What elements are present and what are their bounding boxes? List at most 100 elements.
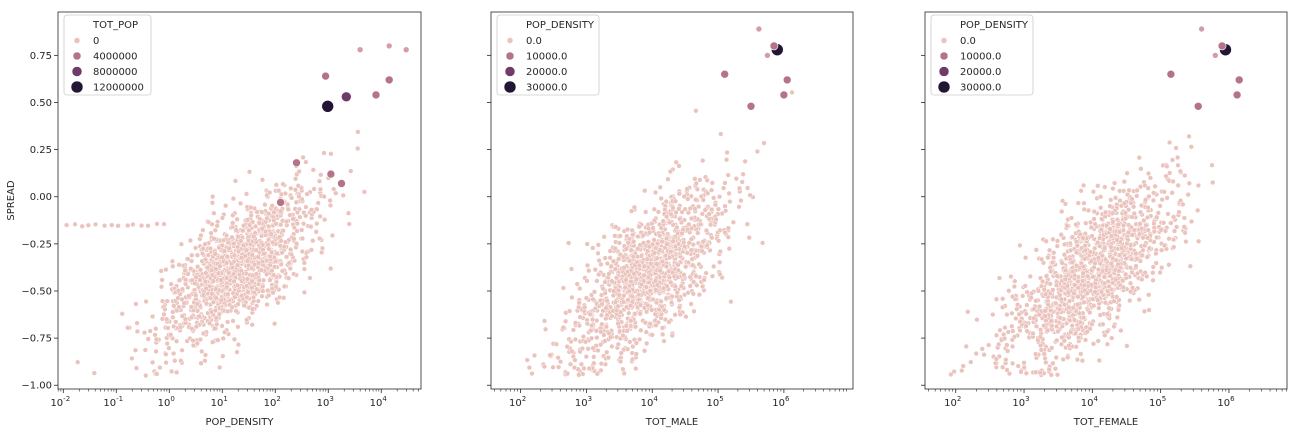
scatter-point — [1198, 25, 1205, 33]
scatter-point — [688, 247, 694, 253]
scatter-point — [666, 255, 673, 261]
scatter-point — [704, 242, 710, 249]
scatter-point — [1154, 214, 1160, 220]
scatter-point — [1017, 327, 1023, 334]
scatter-point — [274, 250, 280, 257]
x-tick-label: 102 — [264, 395, 281, 409]
scatter-point — [1169, 157, 1176, 163]
scatter-point — [699, 283, 706, 290]
scatter-point — [663, 198, 669, 205]
scatter-point — [231, 240, 237, 247]
scatter-point — [301, 289, 308, 296]
scatter-point — [617, 358, 624, 365]
scatter-point — [604, 260, 611, 267]
scatter-point — [219, 254, 225, 260]
scatter-point — [259, 177, 266, 183]
scatter-point — [159, 277, 165, 283]
scatter-point — [1170, 178, 1176, 185]
scatter-point — [212, 227, 218, 233]
scatter-point — [672, 283, 678, 290]
scatter-point — [326, 169, 336, 179]
scatter-point — [720, 69, 730, 79]
scatter-point — [1053, 300, 1059, 306]
scatter-point — [722, 208, 729, 214]
scatter-point — [233, 308, 239, 314]
scatter-point — [709, 206, 715, 213]
scatter-point — [1009, 343, 1016, 350]
legend-marker — [71, 66, 83, 77]
scatter-point — [1081, 200, 1087, 206]
scatter-point — [313, 229, 319, 235]
scatter-point — [317, 213, 323, 220]
scatter-point — [1018, 369, 1024, 375]
scatter-point — [703, 270, 709, 276]
scatter-point — [234, 244, 241, 250]
scatter-point — [566, 308, 573, 314]
scatter-point — [1165, 211, 1171, 217]
scatter-point — [612, 266, 619, 272]
scatter-point — [194, 308, 201, 314]
scatter-point — [188, 304, 194, 310]
scatter-point — [690, 262, 696, 268]
scatter-point — [604, 298, 610, 304]
scatter-point — [672, 243, 679, 250]
scatter-point — [1060, 356, 1066, 363]
scatter-point — [1045, 302, 1051, 308]
scatter-point — [143, 298, 149, 305]
scatter-point — [1096, 357, 1102, 364]
scatter-point — [182, 267, 188, 274]
scatter-point — [1187, 263, 1193, 269]
scatter-point — [1107, 203, 1113, 209]
scatter-point — [1047, 307, 1054, 314]
scatter-point — [288, 195, 295, 201]
scatter-point — [659, 258, 666, 265]
scatter-point — [255, 254, 261, 260]
scatter-point — [1000, 364, 1006, 370]
scatter-point — [203, 270, 209, 276]
scatter-point — [981, 352, 987, 358]
scatter-point — [1045, 327, 1051, 333]
scatter-point — [599, 321, 605, 327]
scatter-point — [1122, 271, 1129, 277]
scatter-point — [173, 369, 180, 376]
scatter-point — [1127, 280, 1134, 286]
scatter-point — [649, 332, 655, 338]
scatter-point — [704, 177, 710, 183]
scatter-point — [711, 195, 717, 201]
scatter-point — [1051, 250, 1057, 256]
scatter-point — [246, 222, 253, 228]
scatter-point — [1140, 235, 1146, 241]
scatter-point — [194, 252, 201, 258]
scatter-point — [1161, 242, 1168, 249]
scatter-point — [638, 281, 644, 288]
scatter-point — [1164, 195, 1170, 201]
scatter-point — [316, 235, 323, 242]
scatter-point — [1138, 202, 1145, 209]
scatter-point — [1146, 292, 1152, 298]
scatter-point — [602, 279, 608, 285]
scatter-point — [1171, 244, 1177, 250]
scatter-point — [1154, 234, 1160, 241]
scatter-point — [1138, 166, 1144, 172]
scatter-point — [653, 299, 660, 306]
scatter-point — [293, 199, 299, 205]
scatter-point — [560, 285, 566, 291]
scatter-point — [1177, 168, 1184, 174]
scatter-point — [662, 207, 668, 213]
scatter-point — [1054, 273, 1060, 279]
scatter-point — [149, 359, 156, 366]
scatter-point — [235, 248, 242, 254]
scatter-point — [1146, 193, 1152, 200]
y-tick-label: 0.25 — [30, 145, 52, 156]
scatter-point — [1110, 185, 1116, 192]
scatter-point — [1006, 288, 1012, 294]
scatter-point — [245, 262, 252, 269]
scatter-point — [147, 328, 153, 334]
scatter-point — [562, 318, 569, 324]
scatter-point — [1017, 318, 1023, 325]
scatter-point — [303, 159, 309, 165]
scatter-point — [1121, 179, 1127, 185]
x-tick-label: 104 — [641, 395, 659, 409]
scatter-point — [993, 296, 1000, 302]
scatter-point — [259, 284, 266, 290]
